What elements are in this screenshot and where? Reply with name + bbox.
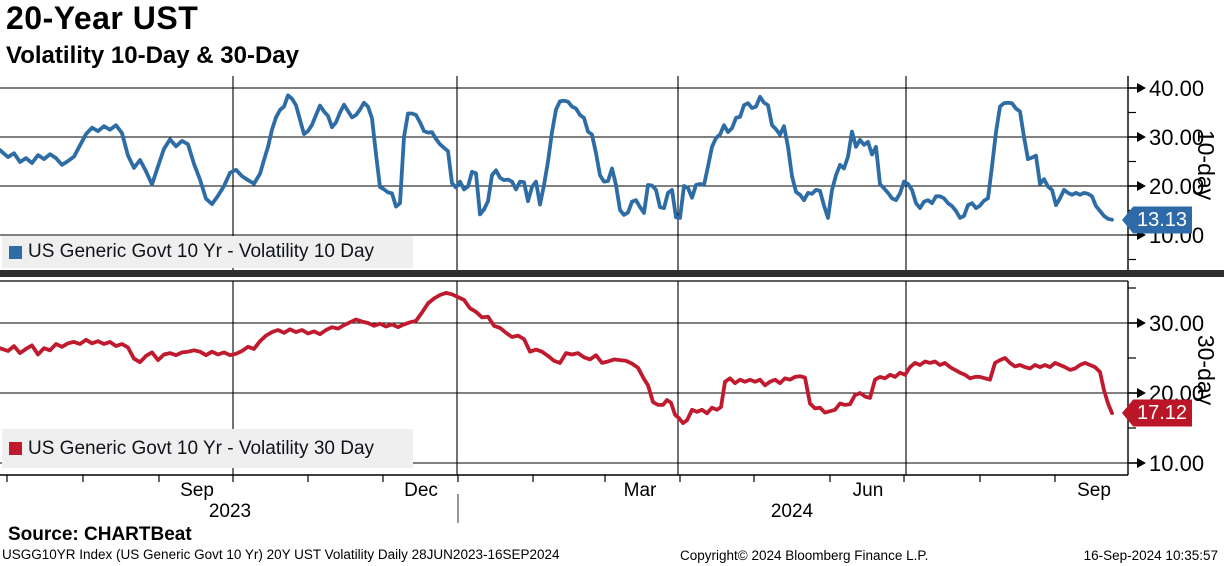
x-month-label: Dec (404, 480, 438, 501)
y-tick-arrow-icon (1137, 388, 1146, 398)
legend-volatility-30-day[interactable]: US Generic Govt 10 Yr - Volatility 30 Da… (2, 429, 413, 468)
legend-label-30day: US Generic Govt 10 Yr - Volatility 30 Da… (28, 437, 375, 459)
y-tick-label: 10.00 (1149, 451, 1204, 476)
x-year-label: 2024 (771, 501, 814, 522)
y-tick-label: 30.00 (1149, 311, 1204, 336)
series-line-volatility-10day (0, 93, 1114, 222)
y-tick-label: 20.00 (1149, 174, 1204, 199)
x-month-label: Jun (853, 480, 884, 501)
y-tick-label: 30.00 (1149, 125, 1204, 150)
index-description: USGG10YR Index (US Generic Govt 10 Yr) 2… (2, 547, 560, 562)
x-month-label: Mar (624, 480, 657, 501)
legend-volatility-10-day[interactable]: US Generic Govt 10 Yr - Volatility 10 Da… (2, 236, 413, 268)
legend-marker-10day-icon (9, 245, 22, 259)
legend-marker-30day-icon (9, 442, 22, 455)
y-tick-label: 40.00 (1149, 76, 1204, 101)
x-year-label: 2023 (209, 501, 251, 522)
y-tick-arrow-icon (1137, 132, 1146, 142)
legend-label-10day: US Generic Govt 10 Yr - Volatility 10 Da… (28, 241, 375, 262)
panel-separator-bar (0, 270, 1224, 277)
y-tick-arrow-icon (1137, 318, 1146, 328)
y-tick-arrow-icon (1137, 181, 1146, 191)
series-line-volatility-30day (0, 290, 1114, 426)
x-month-label: Sep (1077, 480, 1111, 501)
y-tick-arrow-icon (1137, 83, 1146, 93)
timestamp-text: 16-Sep-2024 10:35:57 (1083, 548, 1218, 563)
page-subtitle: Volatility 10-Day & 30-Day (6, 42, 300, 69)
page-title: 20-Year UST (6, 0, 199, 36)
panel-axis-title: 30-day (1193, 335, 1219, 406)
copyright-text: Copyright© 2024 Bloomberg Finance L.P. (680, 548, 929, 563)
source-line: Source: CHARTBeat (8, 524, 192, 545)
x-month-label: Sep (180, 480, 214, 501)
last-value-badge-10day: 13.13 (1122, 206, 1192, 234)
y-tick-arrow-icon (1137, 458, 1146, 468)
panel-axis-title: 10-day (1193, 130, 1219, 201)
last-value-badge-30day: 17.12 (1122, 399, 1192, 427)
